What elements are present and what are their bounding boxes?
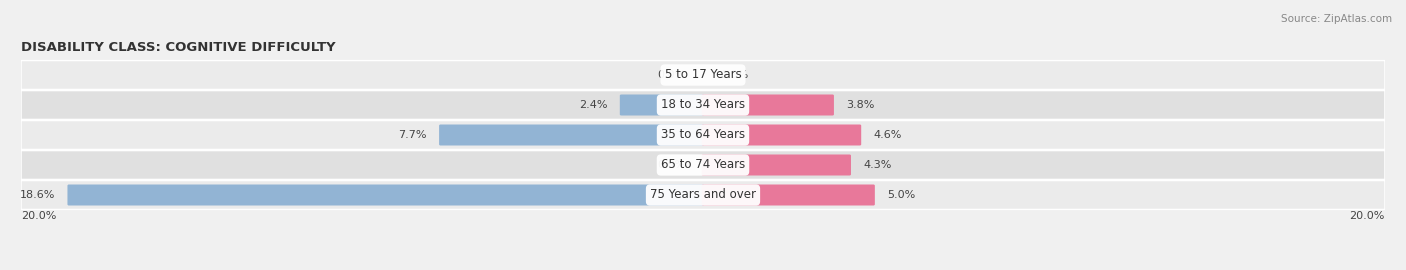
FancyBboxPatch shape [21,151,1385,179]
Text: 18.6%: 18.6% [20,190,55,200]
Text: 0.0%: 0.0% [720,70,748,80]
Text: Source: ZipAtlas.com: Source: ZipAtlas.com [1281,14,1392,23]
FancyBboxPatch shape [620,94,704,116]
Text: DISABILITY CLASS: COGNITIVE DIFFICULTY: DISABILITY CLASS: COGNITIVE DIFFICULTY [21,41,336,54]
Text: 65 to 74 Years: 65 to 74 Years [661,158,745,171]
FancyBboxPatch shape [702,184,875,205]
Legend: Male, Female: Male, Female [643,268,763,270]
FancyBboxPatch shape [21,91,1385,119]
FancyBboxPatch shape [21,121,1385,149]
FancyBboxPatch shape [439,124,704,146]
Text: 3.8%: 3.8% [846,100,875,110]
Text: 35 to 64 Years: 35 to 64 Years [661,129,745,141]
Text: 4.3%: 4.3% [863,160,891,170]
FancyBboxPatch shape [702,124,862,146]
Text: 20.0%: 20.0% [1350,211,1385,221]
Text: 18 to 34 Years: 18 to 34 Years [661,99,745,112]
Text: 20.0%: 20.0% [21,211,56,221]
FancyBboxPatch shape [702,154,851,176]
FancyBboxPatch shape [67,184,704,205]
Text: 7.7%: 7.7% [398,130,427,140]
Text: 0.0%: 0.0% [658,70,686,80]
FancyBboxPatch shape [21,181,1385,210]
Text: 0.0%: 0.0% [658,160,686,170]
FancyBboxPatch shape [702,94,834,116]
Text: 4.6%: 4.6% [873,130,901,140]
Text: 5 to 17 Years: 5 to 17 Years [665,69,741,82]
Text: 2.4%: 2.4% [579,100,607,110]
FancyBboxPatch shape [21,60,1385,89]
Text: 75 Years and over: 75 Years and over [650,188,756,201]
Text: 5.0%: 5.0% [887,190,915,200]
